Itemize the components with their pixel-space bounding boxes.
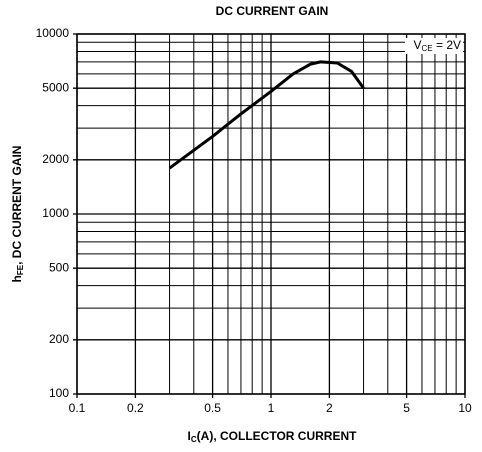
x-tick-label: 0.2 xyxy=(127,401,144,415)
annotation: VCE = 2V xyxy=(414,38,462,53)
x-tick-label: 0.1 xyxy=(69,401,86,415)
plot-frame xyxy=(76,33,466,395)
y-axis-label: hFE, DC CURRENT GAIN xyxy=(10,146,25,283)
y-tick-label: 100 xyxy=(49,386,69,400)
data-line xyxy=(168,60,365,170)
y-tick-label: 10000 xyxy=(36,26,70,40)
y-tick-label: 500 xyxy=(49,260,69,274)
y-tick-label: 1000 xyxy=(42,206,69,220)
x-tick-label: 10 xyxy=(458,401,472,415)
x-tick-label: 0.5 xyxy=(204,401,221,415)
y-tick-label: 5000 xyxy=(42,80,69,94)
chart-title: DC CURRENT GAIN xyxy=(216,4,329,18)
annotation-part: = 2V xyxy=(433,38,461,52)
annotation-box xyxy=(405,38,463,54)
x-tick-label: 2 xyxy=(326,401,333,415)
annotation-part: CE xyxy=(422,44,433,53)
y-tick-label: 200 xyxy=(49,332,69,346)
annotation-part: V xyxy=(414,38,422,52)
x-axis-label: IC(A), COLLECTOR CURRENT xyxy=(188,429,358,444)
x-tick-label: 1 xyxy=(268,401,275,415)
x-tick-label: 5 xyxy=(403,401,410,415)
y-tick-label: 2000 xyxy=(42,152,69,166)
